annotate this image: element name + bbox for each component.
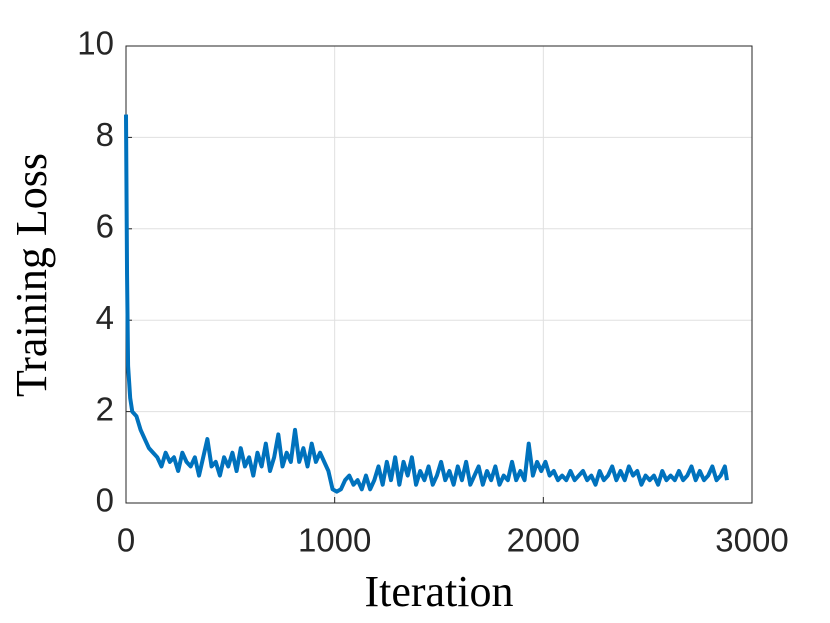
y-tick-label: 10	[77, 25, 114, 62]
x-tick-label: 1000	[298, 522, 371, 559]
plot-frame	[125, 45, 753, 504]
y-tick-label: 6	[96, 208, 114, 245]
x-tick-label: 2000	[507, 522, 580, 559]
y-tick-label: 4	[96, 299, 114, 336]
line-series	[124, 114, 729, 494]
x-tick-label: 3000	[715, 522, 788, 559]
y-tick-label: 8	[96, 116, 114, 153]
x-axis-label: Iteration	[364, 567, 513, 616]
y-tick-label: 2	[96, 390, 114, 427]
y-tick-label: 0	[96, 482, 114, 519]
y-axis-label: Training Loss	[7, 153, 56, 397]
x-tick-label: 0	[117, 522, 135, 559]
